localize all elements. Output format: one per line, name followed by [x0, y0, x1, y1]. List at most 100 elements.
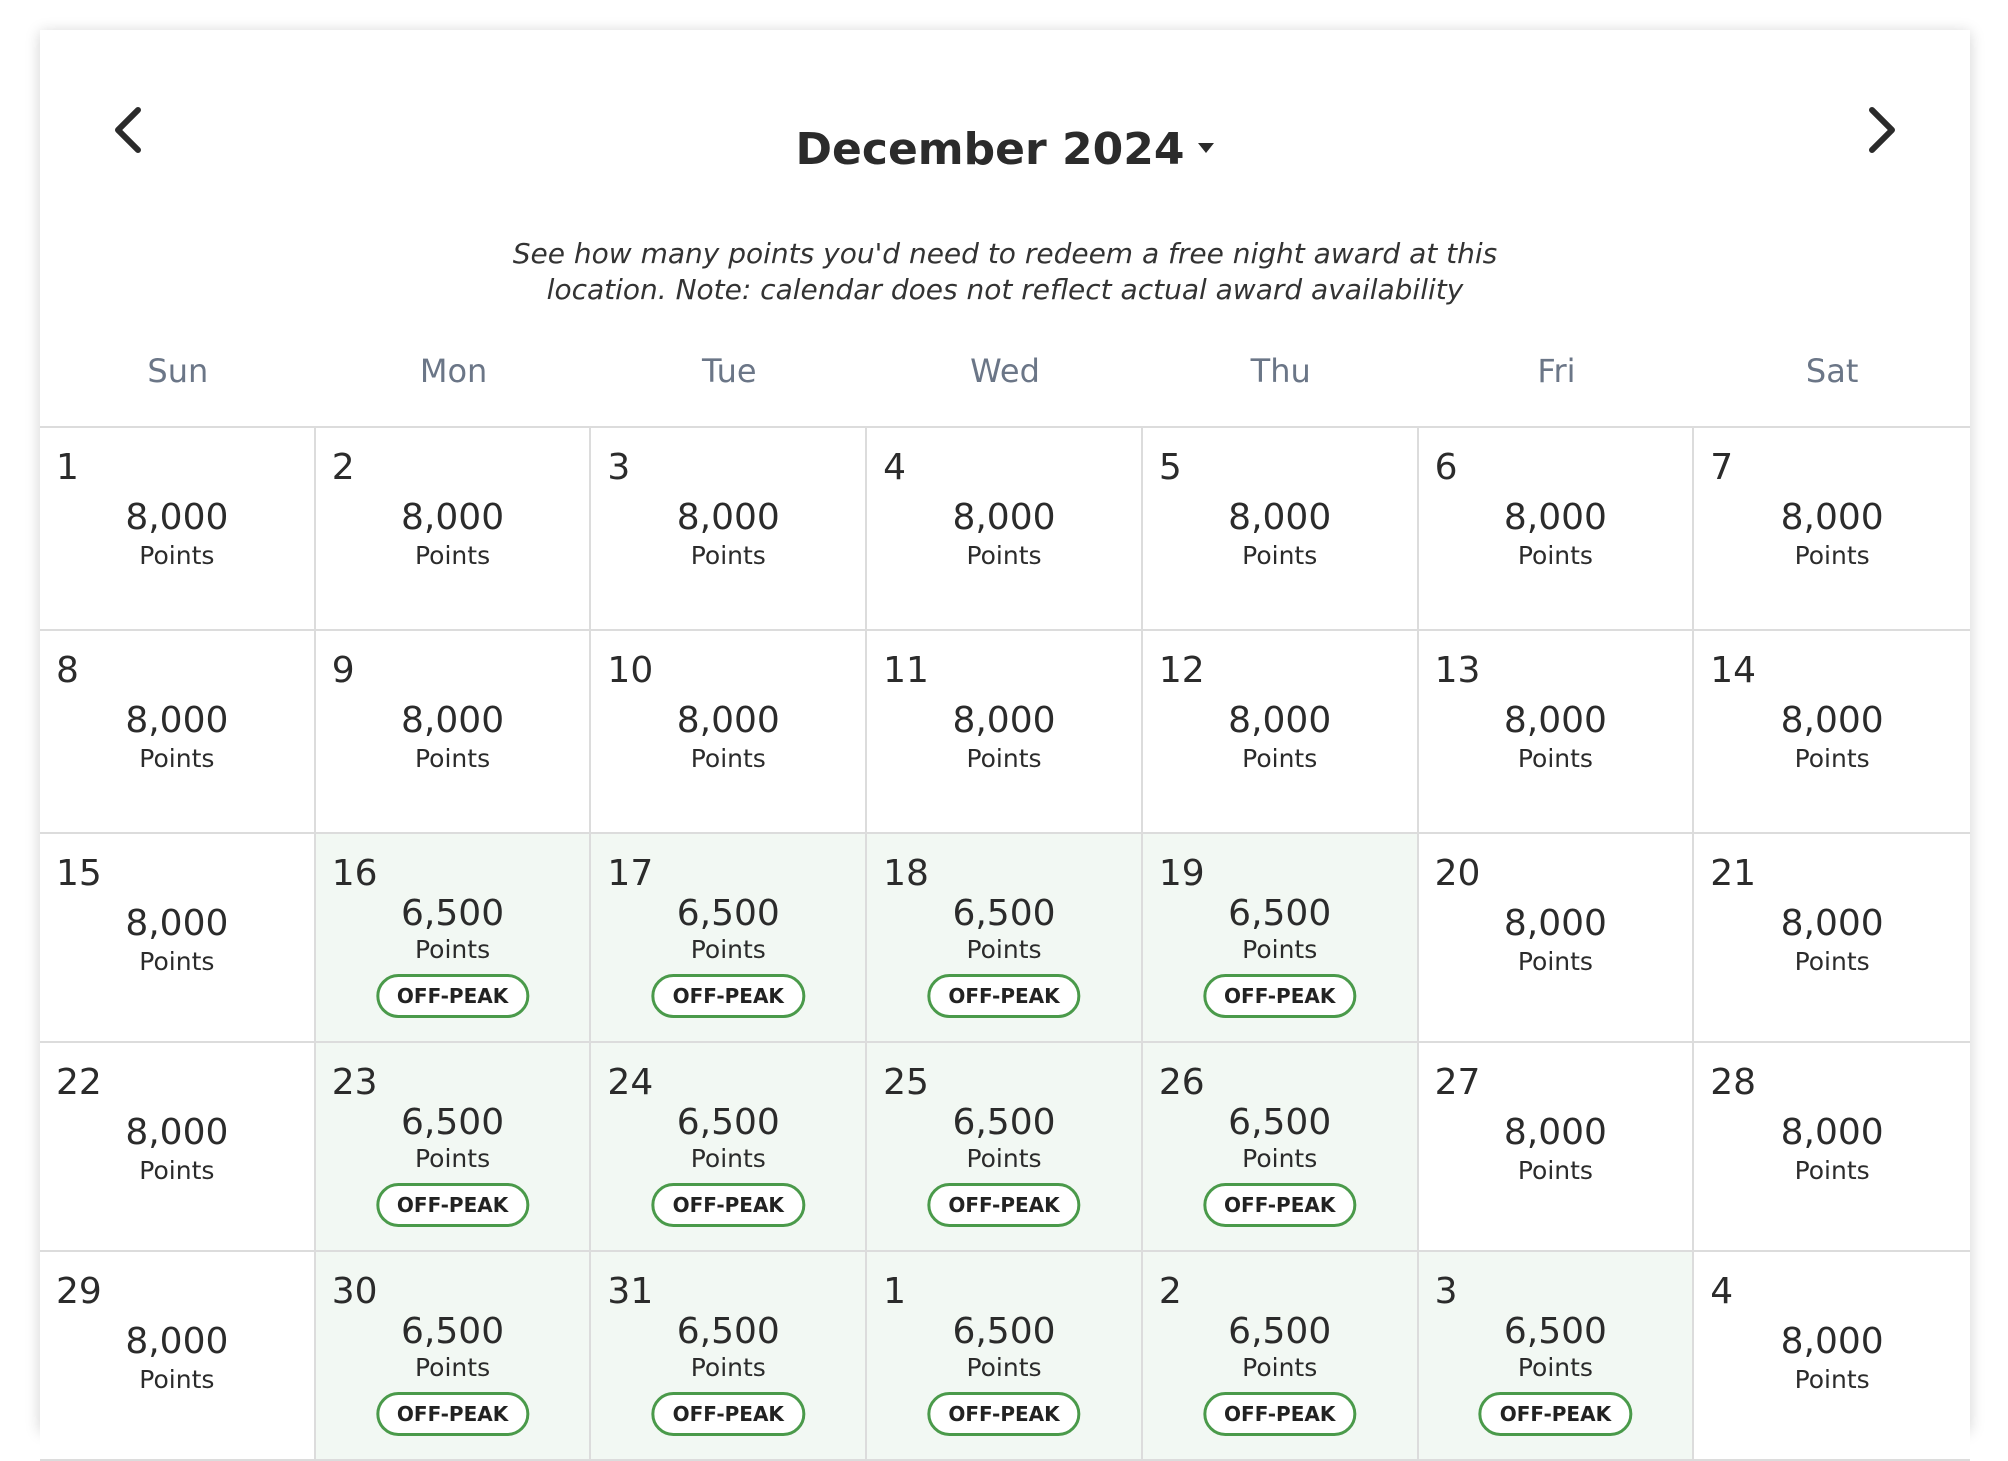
points-label: Points	[690, 744, 766, 773]
points-label: Points	[139, 947, 215, 976]
day-number: 23	[331, 1062, 378, 1103]
points-label: Points	[966, 541, 1042, 570]
day-number: 1	[56, 447, 79, 488]
day-cell[interactable]: 24 6,500 Points OFF-PEAK	[591, 1043, 868, 1252]
day-cell[interactable]: 21 8,000 Points	[1694, 834, 1970, 1043]
day-cell[interactable]: 5 8,000 Points	[1142, 428, 1419, 631]
next-month-button[interactable]	[1842, 90, 1922, 170]
day-cell[interactable]: 8 8,000 Points	[40, 631, 316, 834]
caret-down-icon	[1198, 143, 1215, 153]
day-number: 31	[607, 1271, 654, 1312]
day-cell[interactable]: 27 8,000 Points	[1418, 1043, 1695, 1252]
points-label: Points	[690, 1353, 766, 1382]
chevron-right-icon	[1869, 107, 1895, 153]
weekday-fri: Fri	[1537, 352, 1576, 390]
points-value: 8,000	[1780, 903, 1884, 944]
points-value: 6,500	[1228, 1102, 1332, 1143]
points-value: 6,500	[952, 893, 1056, 934]
day-cell[interactable]: 28 8,000 Points	[1694, 1043, 1970, 1252]
day-cell[interactable]: 26 6,500 Points OFF-PEAK	[1142, 1043, 1419, 1252]
weekday-sun: Sun	[147, 352, 209, 390]
points-label: Points	[415, 1144, 491, 1173]
weekday-mon: Mon	[419, 352, 488, 390]
day-cell[interactable]: 23 6,500 Points OFF-PEAK	[315, 1043, 592, 1252]
day-number: 24	[607, 1062, 654, 1103]
month-label: December 2024	[795, 124, 1185, 175]
day-number: 15	[56, 853, 102, 894]
points-value: 8,000	[1780, 1112, 1884, 1153]
points-label: Points	[1794, 744, 1870, 773]
day-number: 2	[1158, 1271, 1182, 1312]
day-number: 18	[883, 853, 929, 894]
points-label: Points	[139, 541, 215, 570]
day-cell[interactable]: 25 6,500 Points OFF-PEAK	[867, 1043, 1143, 1252]
points-value: 8,000	[1228, 497, 1332, 538]
day-cell[interactable]: 16 6,500 Points OFF-PEAK	[315, 834, 592, 1043]
day-cell[interactable]: 2 6,500 Points OFF-PEAK	[1142, 1252, 1419, 1461]
day-cell[interactable]: 22 8,000 Points	[40, 1043, 316, 1252]
day-cell[interactable]: 10 8,000 Points	[591, 631, 868, 834]
day-cell[interactable]: 3 8,000 Points	[591, 428, 868, 631]
day-cell[interactable]: 4 8,000 Points	[1694, 1252, 1970, 1461]
day-cell[interactable]: 12 8,000 Points	[1142, 631, 1419, 834]
points-value: 8,000	[1503, 700, 1607, 741]
note-line-2: location. Note: calendar does not reflec…	[546, 273, 1464, 306]
day-cell[interactable]: 1 8,000 Points	[40, 428, 316, 631]
points-label: Points	[1517, 541, 1593, 570]
day-number: 26	[1158, 1062, 1205, 1103]
points-value: 8,000	[676, 700, 780, 741]
points-value: 8,000	[676, 497, 780, 538]
day-cell[interactable]: 9 8,000 Points	[315, 631, 592, 834]
points-value: 8,000	[1503, 497, 1607, 538]
day-number: 12	[1158, 650, 1205, 691]
off-peak-badge: OFF-PEAK	[651, 1392, 805, 1436]
day-cell[interactable]: 18 6,500 Points OFF-PEAK	[867, 834, 1143, 1043]
points-label: Points	[966, 1144, 1042, 1173]
day-cell[interactable]: 7 8,000 Points	[1694, 428, 1970, 631]
day-number: 30	[331, 1271, 378, 1312]
day-cell[interactable]: 2 8,000 Points	[315, 428, 592, 631]
day-cell[interactable]: 4 8,000 Points	[867, 428, 1143, 631]
day-number: 8	[56, 650, 79, 691]
points-value: 8,000	[125, 700, 229, 741]
day-number: 19	[1158, 853, 1205, 894]
points-value: 6,500	[1503, 1311, 1607, 1352]
off-peak-badge: OFF-PEAK	[927, 974, 1081, 1018]
day-cell[interactable]: 3 6,500 Points OFF-PEAK	[1418, 1252, 1695, 1461]
off-peak-badge: OFF-PEAK	[1203, 1392, 1357, 1436]
points-label: Points	[415, 935, 491, 964]
day-number: 21	[1710, 853, 1757, 894]
day-cell[interactable]: 31 6,500 Points OFF-PEAK	[591, 1252, 868, 1461]
points-label: Points	[139, 1156, 215, 1185]
points-label: Points	[690, 541, 766, 570]
points-value: 6,500	[952, 1311, 1056, 1352]
points-label: Points	[139, 744, 215, 773]
day-number: 28	[1710, 1062, 1757, 1103]
day-cell[interactable]: 6 8,000 Points	[1418, 428, 1695, 631]
day-cell[interactable]: 1 6,500 Points OFF-PEAK	[867, 1252, 1143, 1461]
points-value: 6,500	[401, 1311, 505, 1352]
day-number: 2	[331, 447, 355, 488]
points-label: Points	[415, 541, 491, 570]
day-cell[interactable]: 20 8,000 Points	[1418, 834, 1695, 1043]
points-label: Points	[966, 1353, 1042, 1382]
day-number: 4	[1710, 1271, 1734, 1312]
day-number: 13	[1434, 650, 1481, 691]
off-peak-badge: OFF-PEAK	[651, 1183, 805, 1227]
points-label: Points	[966, 935, 1042, 964]
points-value: 8,000	[1503, 1112, 1607, 1153]
day-cell[interactable]: 15 8,000 Points	[40, 834, 316, 1043]
points-label: Points	[966, 744, 1042, 773]
day-cell[interactable]: 19 6,500 Points OFF-PEAK	[1142, 834, 1419, 1043]
day-cell[interactable]: 29 8,000 Points	[40, 1252, 316, 1461]
day-cell[interactable]: 17 6,500 Points OFF-PEAK	[591, 834, 868, 1043]
previous-month-button[interactable]	[88, 90, 168, 170]
points-label: Points	[1517, 947, 1593, 976]
day-cell[interactable]: 14 8,000 Points	[1694, 631, 1970, 834]
points-label: Points	[1242, 541, 1318, 570]
day-cell[interactable]: 13 8,000 Points	[1418, 631, 1695, 834]
month-selector[interactable]: December 2024	[40, 118, 1970, 182]
day-cell[interactable]: 30 6,500 Points OFF-PEAK	[315, 1252, 592, 1461]
day-cell[interactable]: 11 8,000 Points	[867, 631, 1143, 834]
points-value: 8,000	[1780, 700, 1884, 741]
